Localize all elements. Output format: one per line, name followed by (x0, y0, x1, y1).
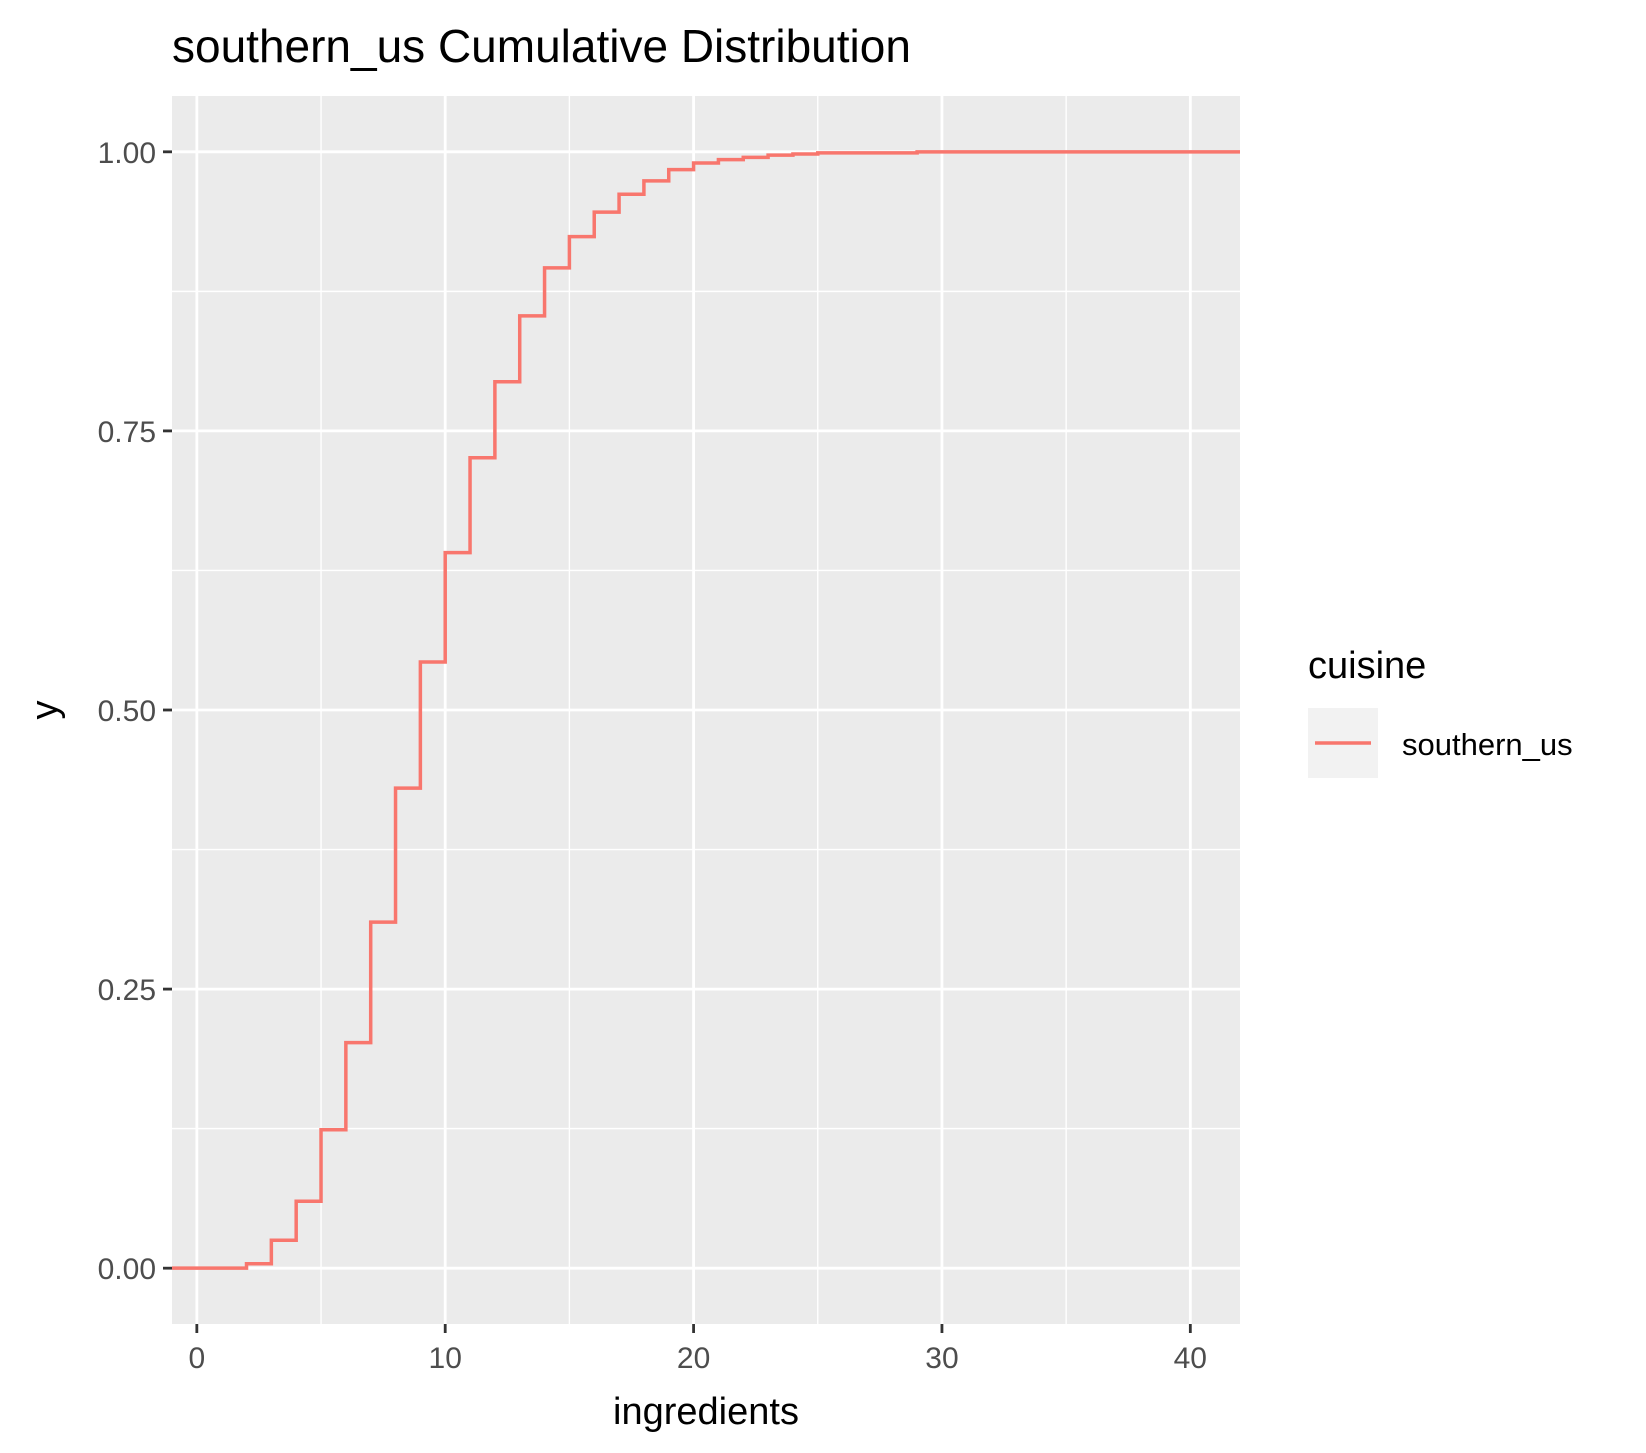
chart-title: southern_us Cumulative Distribution (172, 20, 911, 72)
legend-title: cuisine (1308, 645, 1426, 687)
y-tick-label: 0.75 (98, 416, 156, 449)
series-layer (172, 150, 1240, 1270)
y-tick-label: 0.50 (98, 695, 156, 728)
x-tick-label: 0 (188, 1342, 205, 1375)
x-tick-label: 10 (429, 1342, 462, 1375)
y-tick-label: 0.25 (98, 974, 156, 1007)
y-axis: 0.00 0.25 0.50 0.75 1.00 (98, 137, 172, 1286)
x-tick-label: 40 (1174, 1342, 1207, 1375)
y-axis-title: y (24, 701, 66, 720)
legend: cuisine southern_us (1308, 645, 1573, 778)
series-line-southern_us (172, 150, 1240, 1270)
legend-label: southern_us (1402, 727, 1573, 762)
y-tick-label: 0.00 (98, 1253, 156, 1286)
x-axis-title: ingredients (613, 1391, 799, 1433)
x-tick-label: 30 (925, 1342, 958, 1375)
y-tick-label: 1.00 (98, 137, 156, 170)
x-axis: 0 10 20 30 40 (188, 1324, 1207, 1375)
grid-major (172, 96, 1240, 1324)
x-tick-label: 20 (677, 1342, 710, 1375)
